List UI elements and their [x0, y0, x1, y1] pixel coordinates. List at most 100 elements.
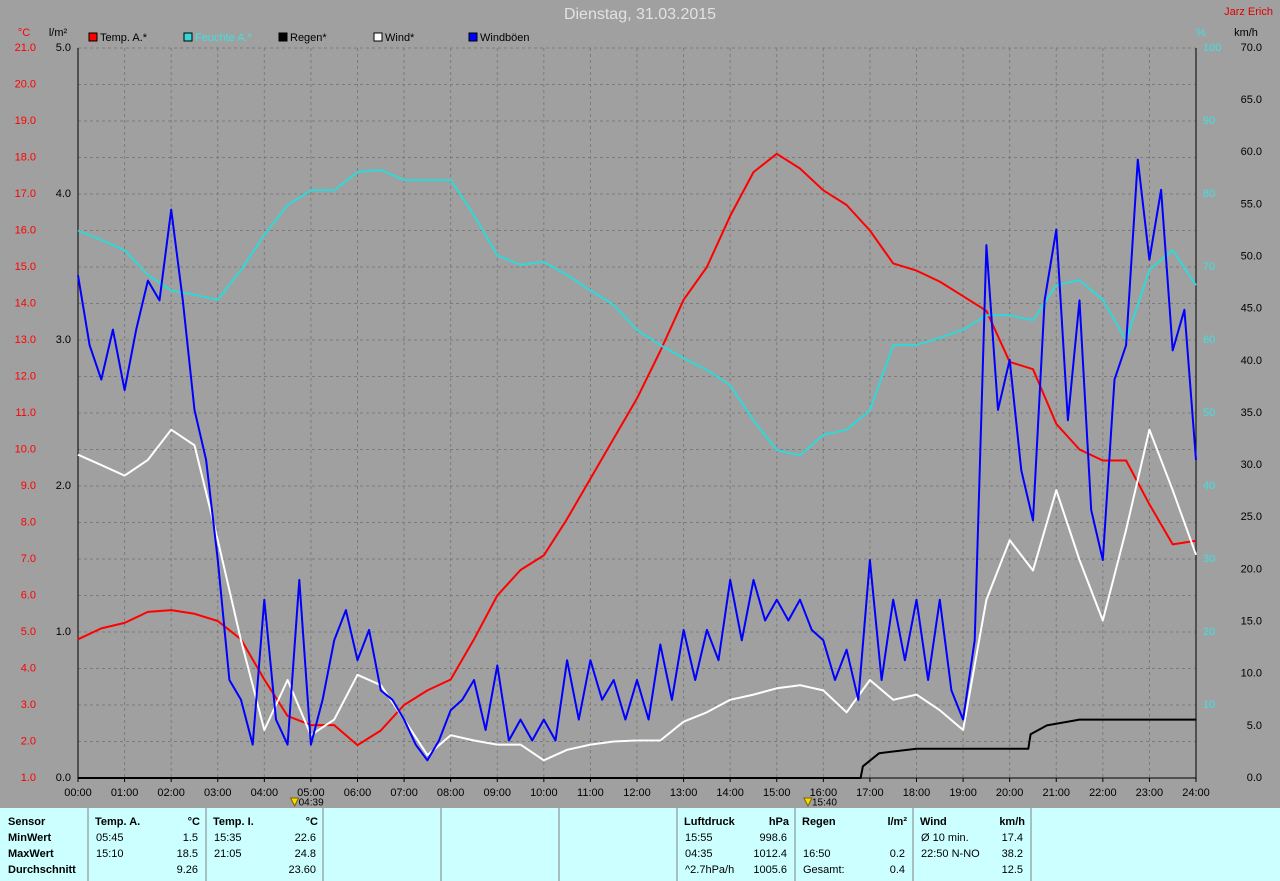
y-tick-label: 4.0: [21, 662, 36, 674]
y-tick-label: 11.0: [15, 407, 36, 419]
x-tick-label: 02:00: [157, 787, 185, 799]
stats-time: ^2.7hPa/h: [685, 864, 734, 876]
y-tick-label: 18.0: [15, 151, 36, 163]
stats-panel: [0, 808, 1280, 881]
x-tick-label: 14:00: [716, 787, 744, 799]
stats-value: 23.60: [288, 864, 316, 876]
y-tick-label: 5.0: [56, 42, 71, 54]
y-tick-label: 2.0: [21, 735, 36, 747]
y-tick-label: 40.0: [1241, 355, 1262, 367]
x-tick-label: 08:00: [437, 787, 465, 799]
x-tick-label: 17:00: [856, 787, 884, 799]
stats-value: 1012.4: [753, 848, 787, 860]
y-tick-label: 45.0: [1241, 303, 1262, 315]
x-tick-label: 01:00: [111, 787, 139, 799]
stats-unit: km/h: [999, 816, 1025, 828]
stats-time: 15:10: [96, 848, 124, 860]
stats-time: 15:35: [214, 832, 242, 844]
author: Jarz Erich: [1224, 6, 1273, 18]
y-tick-label: 20.0: [15, 78, 36, 90]
x-tick-label: 23:00: [1136, 787, 1164, 799]
x-tick-label: 18:00: [903, 787, 931, 799]
stats-value: 18.5: [177, 848, 198, 860]
y-tick-label: 70.0: [1241, 42, 1262, 54]
x-tick-label: 12:00: [623, 787, 651, 799]
y-tick-label: 13.0: [15, 334, 36, 346]
y-tick-label: 15.0: [1241, 615, 1262, 627]
stats-row-label: MaxWert: [8, 848, 54, 860]
chart-title: Dienstag, 31.03.2015: [564, 6, 716, 23]
y4-axis-unit: km/h: [1234, 27, 1258, 39]
stats-header: Luftdruck: [684, 816, 736, 828]
x-tick-label: 19:00: [949, 787, 977, 799]
y-tick-label: 60.0: [1241, 146, 1262, 158]
y-tick-label: 5.0: [21, 626, 36, 638]
stats-value: 12.5: [1002, 864, 1023, 876]
legend-swatch: [278, 32, 288, 42]
y-tick-label: 21.0: [15, 42, 36, 54]
y-tick-label: 5.0: [1247, 720, 1262, 732]
y-tick-label: 17.0: [15, 188, 36, 200]
legend-label: Feuchte A.*: [195, 32, 253, 44]
stats-time: 22:50 N-NO: [921, 848, 980, 860]
y-tick-label: 20.0: [1241, 563, 1262, 575]
y-tick-label: 90: [1203, 115, 1215, 127]
series-line: [77, 428, 1197, 762]
y-tick-label: 70: [1203, 261, 1215, 273]
stats-value: 9.26: [177, 864, 198, 876]
y-tick-label: 35.0: [1241, 407, 1262, 419]
series-line: [78, 718, 1196, 779]
stats-value: 1.5: [183, 832, 198, 844]
annotation-marker: [803, 797, 813, 808]
y-tick-label: 10.0: [15, 443, 36, 455]
y-tick-label: 0.0: [1247, 772, 1262, 784]
stats-time: 15:55: [685, 832, 713, 844]
x-tick-label: 22:00: [1089, 787, 1117, 799]
x-tick-label: 09:00: [483, 787, 511, 799]
stats-row-label: Sensor: [8, 816, 46, 828]
y-tick-label: 55.0: [1241, 198, 1262, 210]
legend-label: Windböen: [480, 32, 530, 44]
x-tick-label: 00:00: [64, 787, 92, 799]
y-tick-label: 3.0: [56, 334, 71, 346]
y-tick-label: 10: [1203, 699, 1215, 711]
y-tick-label: 16.0: [15, 224, 36, 236]
y-tick-label: 40: [1203, 480, 1215, 492]
y-tick-label: 12.0: [15, 370, 36, 382]
legend-swatch: [373, 32, 383, 42]
legend-swatch: [183, 32, 193, 42]
stats-time: Gesamt:: [803, 864, 845, 876]
y-tick-label: 2.0: [56, 480, 71, 492]
stats-time: Ø 10 min.: [921, 832, 969, 844]
stats-value: 38.2: [1002, 848, 1023, 860]
y-tick-label: 8.0: [21, 516, 36, 528]
y-tick-label: 15.0: [15, 261, 36, 273]
series-line: [77, 168, 1197, 457]
y3-axis-unit: %: [1196, 27, 1206, 39]
y-tick-label: 10.0: [1241, 668, 1262, 680]
stats-unit: l/m²: [887, 816, 907, 828]
y-tick-label: 1.0: [56, 626, 71, 638]
x-tick-label: 04:00: [251, 787, 279, 799]
y-tick-label: 25.0: [1241, 511, 1262, 523]
stats-time: 21:05: [214, 848, 242, 860]
annotation-label: 15:40: [812, 798, 837, 809]
y2-axis-unit: l/m²: [49, 27, 68, 39]
legend-swatch: [468, 32, 478, 42]
annotation-label: 04:39: [299, 798, 324, 809]
stats-value: 0.4: [890, 864, 905, 876]
y-tick-label: 80: [1203, 188, 1215, 200]
y-tick-label: 3.0: [21, 699, 36, 711]
stats-value: 998.6: [759, 832, 787, 844]
x-tick-label: 11:00: [577, 787, 604, 799]
stats-header: Temp. A.: [95, 816, 140, 828]
y-tick-label: 30: [1203, 553, 1215, 565]
y-axis-unit: °C: [18, 27, 30, 39]
series-line: [77, 158, 1197, 762]
y-tick-label: 50.0: [1241, 250, 1262, 262]
stats-unit: °C: [188, 816, 200, 828]
y-tick-label: 65.0: [1241, 94, 1262, 106]
stats-time: 05:45: [96, 832, 124, 844]
